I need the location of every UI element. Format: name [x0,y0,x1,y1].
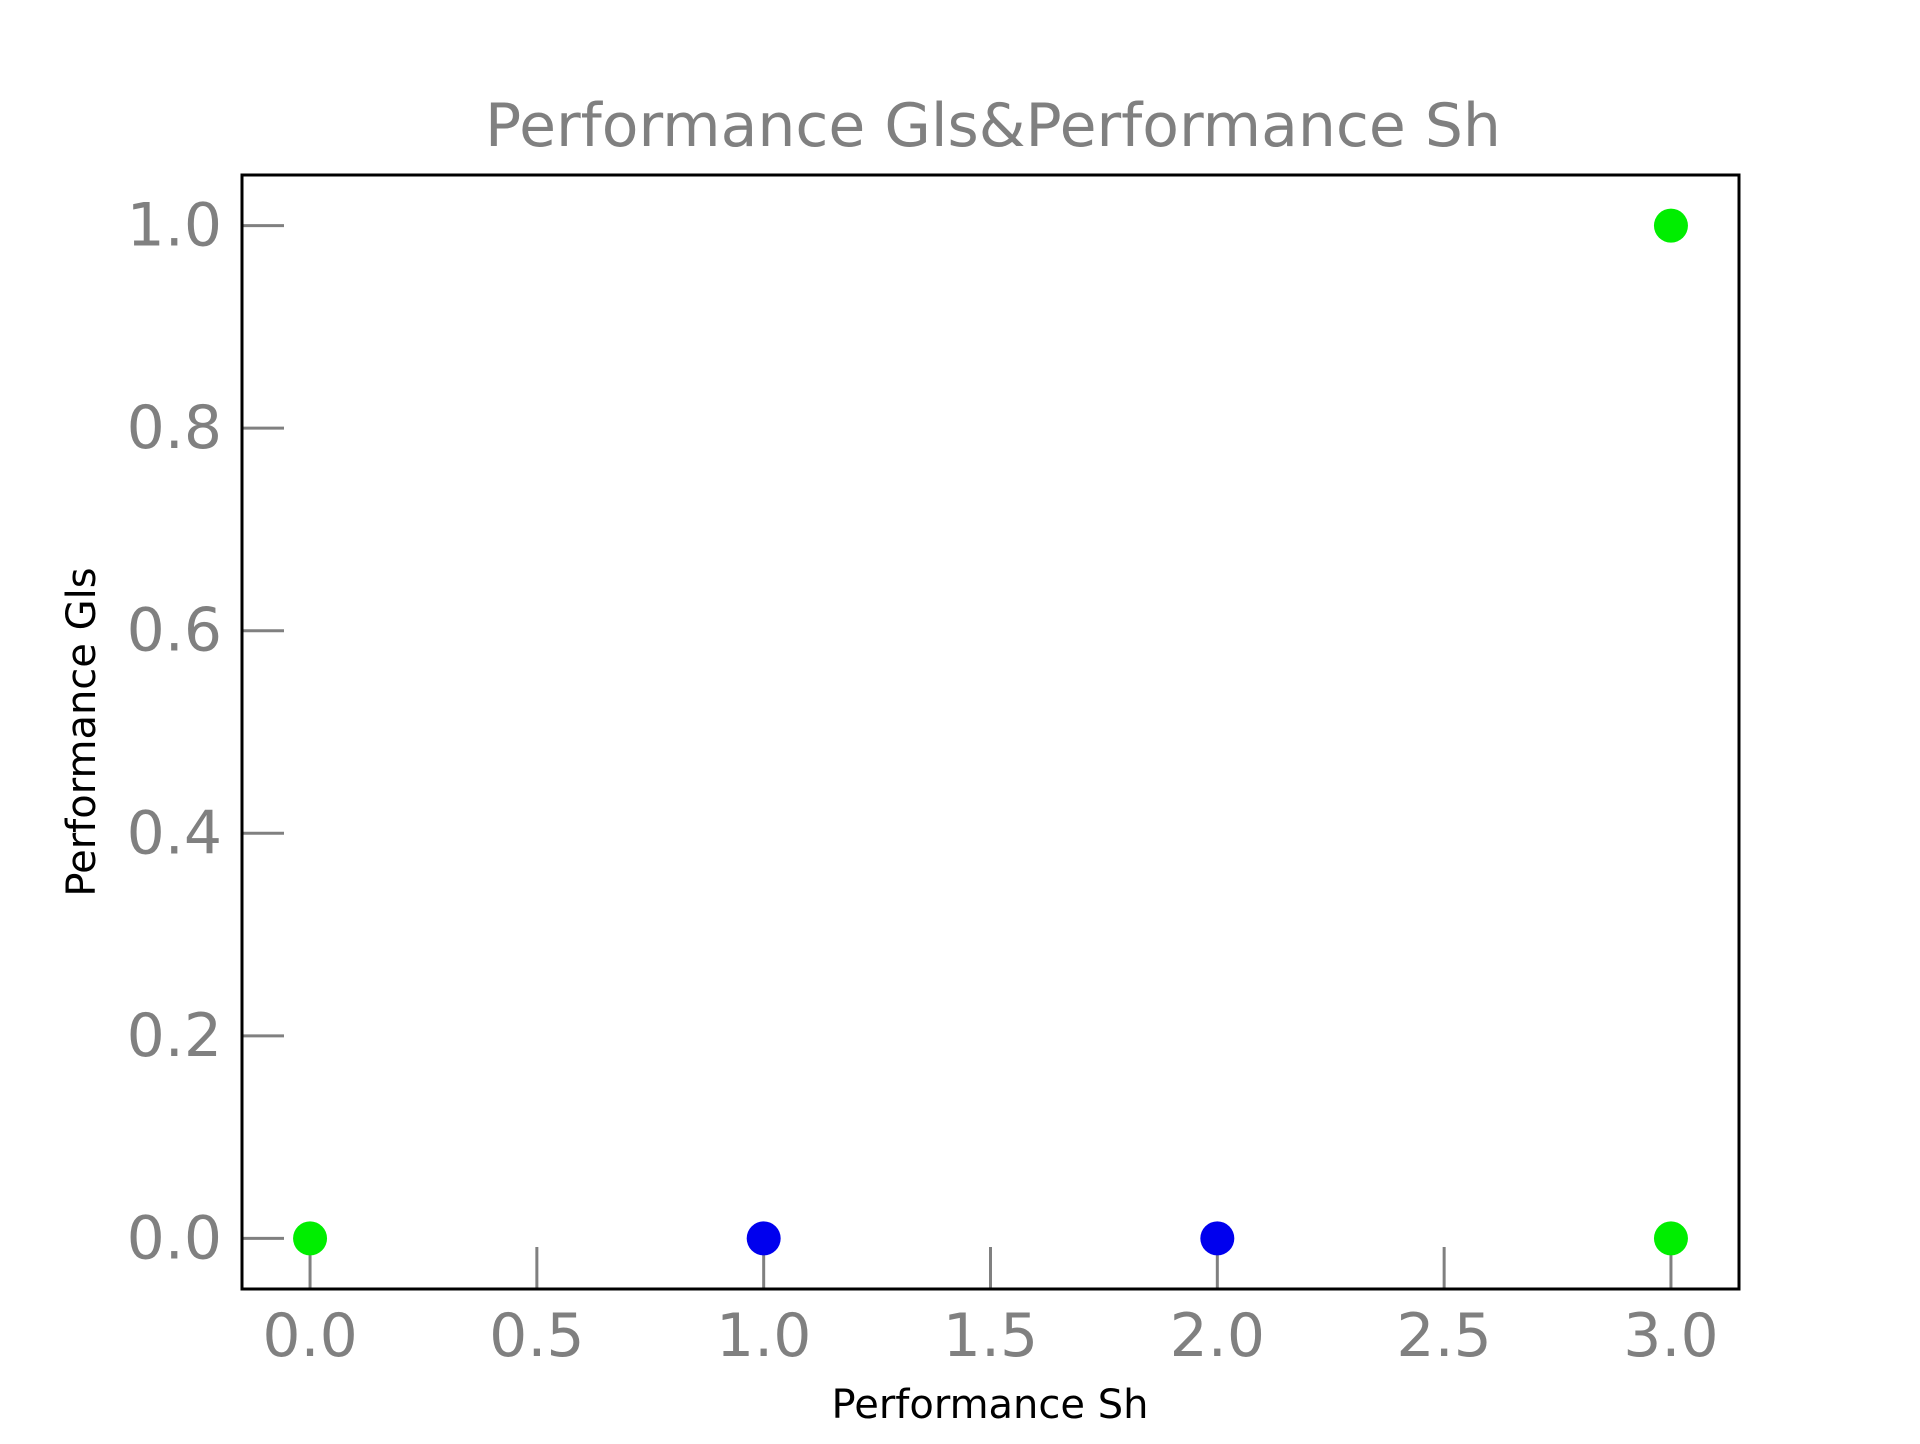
x-tick-label: 2.0 [1170,1301,1265,1371]
x-tick-label: 0.5 [489,1301,584,1371]
x-tick-label: 2.5 [1396,1301,1491,1371]
x-axis-label: Performance Sh [832,1382,1149,1428]
y-tick-label: 0.8 [127,393,222,463]
x-tick-label: 3.0 [1623,1301,1718,1371]
x-tick-label: 1.0 [716,1301,811,1371]
y-tick-label: 0.0 [127,1203,222,1273]
chart-title: Performance Gls&Performance Sh [485,91,1501,161]
y-axis-label: Performance Gls [59,567,105,896]
data-point [293,1221,328,1256]
data-point [1200,1221,1235,1256]
y-tick-label: 1.0 [127,191,222,261]
y-tick-label: 0.6 [127,596,222,666]
y-tick-label: 0.4 [127,798,222,868]
x-tick-label: 0.0 [262,1301,357,1371]
data-point [1653,208,1688,243]
y-tick-label: 0.2 [127,1001,222,1071]
ticks-layer: 0.0 0.2 0.4 0.6 0.8 1.0 0.0 0.5 1.0 1.5 2.0 2.5 3.0 [127,191,1719,1371]
points-layer [293,208,1688,1256]
data-point [1653,1221,1688,1256]
x-tick-label: 1.5 [943,1301,1038,1371]
plot-area-frame [240,173,1741,1291]
data-point [746,1221,781,1256]
